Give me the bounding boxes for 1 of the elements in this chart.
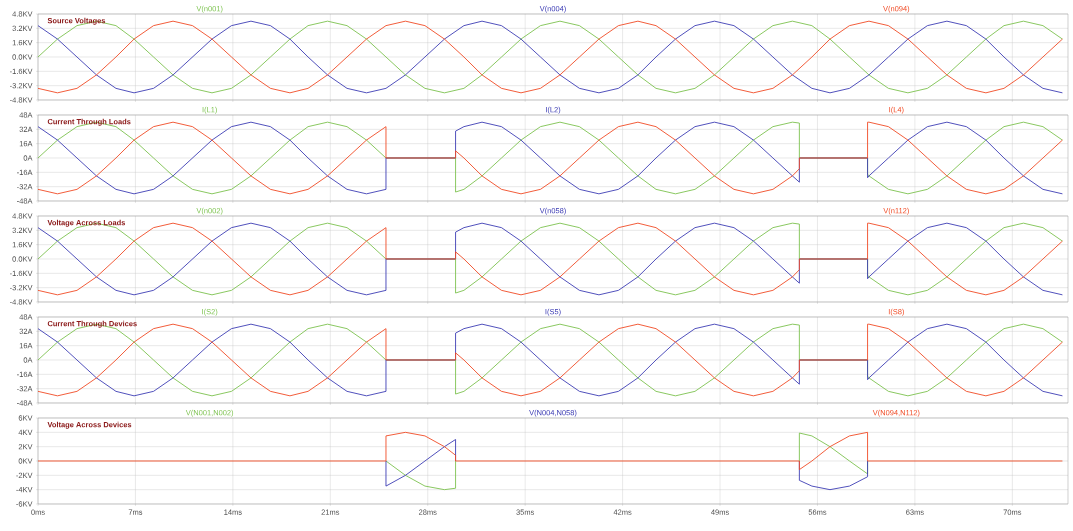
line-series: [38, 431, 1063, 471]
